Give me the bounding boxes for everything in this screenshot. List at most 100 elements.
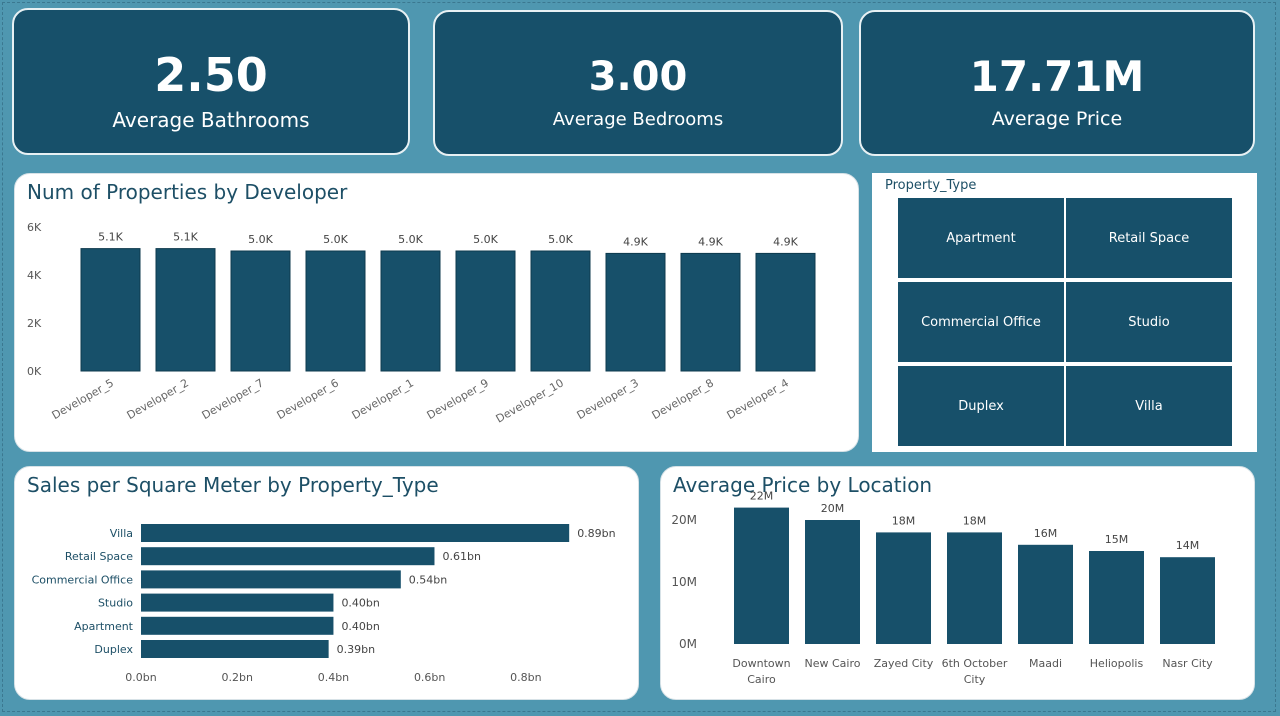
category-label: Commercial Office xyxy=(32,573,134,586)
bar xyxy=(1018,544,1073,644)
bar xyxy=(141,593,334,612)
bar xyxy=(80,248,141,372)
kpi-value: 17.71M xyxy=(969,52,1145,101)
slicer-option-duplex[interactable]: Duplex xyxy=(898,366,1064,446)
bar xyxy=(141,570,401,589)
x-tick-label: Downtown xyxy=(732,657,790,670)
data-label: 5.1K xyxy=(173,231,198,244)
data-label: 14M xyxy=(1176,539,1200,552)
bar xyxy=(530,250,591,372)
x-tick-label: Developer_2 xyxy=(125,376,191,422)
kpi-value: 2.50 xyxy=(154,48,268,102)
sales-sqm-bar-chart: Villa 0.89bn Retail Space 0.61bn Commercial … xyxy=(32,524,616,684)
slicer-option-studio[interactable]: Studio xyxy=(1066,282,1232,362)
data-label: 0.61bn xyxy=(442,550,480,563)
data-label: 0.54bn xyxy=(409,573,447,586)
kpi-label: Average Price xyxy=(991,108,1123,130)
x-tick-label: Cairo xyxy=(747,673,776,686)
y-tick-label: 6K xyxy=(27,221,42,234)
x-tick-label: Maadi xyxy=(1029,657,1062,670)
data-label: 20M xyxy=(821,502,845,515)
chart-title: Num of Properties by Developer xyxy=(27,180,348,204)
data-label: 5.0K xyxy=(398,233,423,246)
slicer-option-villa[interactable]: Villa xyxy=(1066,366,1232,446)
bar xyxy=(605,252,666,372)
kpi-label: Average Bedrooms xyxy=(552,109,724,130)
category-label: Retail Space xyxy=(65,550,133,563)
bar xyxy=(380,250,441,372)
chart-properties-by-developer[interactable]: Num of Properties by Developer 0K 2K 4K 6K 5… xyxy=(14,173,859,452)
x-tick-label: Heliopolis xyxy=(1090,657,1144,670)
category-label: Apartment xyxy=(74,620,134,633)
y-tick-label: 0M xyxy=(679,637,697,651)
x-tick-label: Developer_7 xyxy=(200,376,266,422)
category-label: Villa xyxy=(110,527,133,540)
x-tick-label: Developer_4 xyxy=(725,376,791,422)
bar xyxy=(755,252,816,372)
data-label: 18M xyxy=(963,514,987,527)
x-tick-label: Zayed City xyxy=(874,657,934,670)
property-type-slicer[interactable]: Property_Type Apartment Retail Space Com… xyxy=(872,173,1257,452)
slicer-option-apartment[interactable]: Apartment xyxy=(898,198,1064,278)
x-tick-label: 0.0bn xyxy=(125,671,156,684)
data-label: 5.0K xyxy=(248,233,273,246)
data-label: 0.39bn xyxy=(337,643,375,656)
bar xyxy=(141,547,435,566)
data-label: 4.9K xyxy=(698,235,723,248)
slicer-option-commercial-office[interactable]: Commercial Office xyxy=(898,282,1064,362)
category-label: Duplex xyxy=(94,643,133,656)
bar xyxy=(947,532,1002,644)
chart-title: Sales per Square Meter by Property_Type xyxy=(27,473,439,497)
data-label: 0.89bn xyxy=(577,527,615,540)
y-tick-label: 0K xyxy=(27,365,42,378)
x-tick-label: Developer_6 xyxy=(275,376,341,422)
bar xyxy=(876,532,931,644)
data-label: 0.40bn xyxy=(341,597,379,610)
data-label: 5.0K xyxy=(323,233,348,246)
kpi-label: Average Bathrooms xyxy=(112,108,310,132)
kpi-value: 3.00 xyxy=(588,54,688,100)
bar xyxy=(141,640,329,658)
x-tick-label: 0.4bn xyxy=(318,671,349,684)
category-label: Studio xyxy=(98,597,133,610)
x-tick-label: Developer_9 xyxy=(425,376,491,422)
bar xyxy=(680,252,741,372)
data-label: 5.0K xyxy=(548,233,573,246)
kpi-card-bathrooms[interactable]: 2.50 Average Bathrooms xyxy=(12,8,410,155)
data-label: 18M xyxy=(892,514,916,527)
data-label: 5.1K xyxy=(98,231,123,244)
x-tick-label: 6th October xyxy=(942,657,1008,670)
x-tick-label: Developer_8 xyxy=(650,376,716,422)
x-tick-label: 0.6bn xyxy=(414,671,445,684)
bar xyxy=(141,524,570,542)
kpi-card-bedrooms[interactable]: 3.00 Average Bedrooms xyxy=(433,10,843,156)
bar xyxy=(734,507,789,644)
developer-bar-chart: 0K 2K 4K 6K 5.1K Developer_5 5.1K Developer_2 5.… xyxy=(27,221,816,426)
bar xyxy=(455,250,516,372)
bar xyxy=(805,520,860,644)
x-tick-label: New Cairo xyxy=(805,657,861,670)
data-label: 16M xyxy=(1034,527,1058,540)
x-tick-label: 0.2bn xyxy=(221,671,252,684)
bar xyxy=(155,248,216,372)
data-label: 0.40bn xyxy=(341,620,379,633)
bar xyxy=(141,616,334,635)
x-tick-label: Developer_5 xyxy=(50,376,116,422)
slicer-option-retail-space[interactable]: Retail Space xyxy=(1066,198,1232,278)
y-tick-label: 10M xyxy=(671,575,697,589)
bar xyxy=(305,250,366,372)
chart-price-by-location[interactable]: Average Price by Location 0M 10M 20M 22M Dow… xyxy=(660,466,1255,700)
y-tick-label: 4K xyxy=(27,269,42,282)
chart-title: Average Price by Location xyxy=(673,473,933,497)
data-label: 4.9K xyxy=(773,235,798,248)
y-tick-label: 20M xyxy=(671,513,697,527)
bar xyxy=(230,250,291,372)
data-label: 4.9K xyxy=(623,235,648,248)
bar xyxy=(1160,557,1215,644)
chart-sales-per-sqm[interactable]: Sales per Square Meter by Property_Type … xyxy=(14,466,639,700)
data-label: 15M xyxy=(1105,533,1129,546)
y-tick-label: 2K xyxy=(27,317,42,330)
kpi-card-price[interactable]: 17.71M Average Price xyxy=(859,10,1255,156)
bar xyxy=(1089,551,1144,644)
